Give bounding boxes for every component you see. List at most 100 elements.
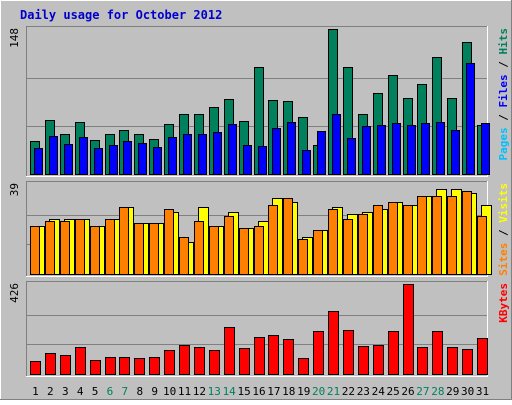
bar-files <box>123 141 132 175</box>
bar-files <box>302 150 311 175</box>
bar-sites <box>417 196 427 275</box>
y-axis-max-label: 426 <box>8 283 21 303</box>
bar-sites <box>239 228 249 275</box>
legend-entry: / <box>497 223 510 243</box>
bar-files <box>436 122 445 175</box>
bar-sites <box>60 221 70 275</box>
bar-files <box>347 138 356 175</box>
x-tick-label: 30 <box>461 385 474 398</box>
bar-sites <box>373 205 383 275</box>
x-tick-label: 12 <box>193 385 206 398</box>
bar-sites <box>209 226 219 275</box>
bar-files <box>332 114 341 175</box>
bar-kbytes <box>298 358 309 375</box>
bar-files <box>198 134 207 175</box>
bar-files <box>213 132 222 175</box>
bar-kbytes <box>60 355 71 375</box>
x-tick-label: 15 <box>237 385 250 398</box>
x-tick-label: 22 <box>342 385 355 398</box>
x-tick-label: 8 <box>136 385 143 398</box>
bar-files <box>34 148 43 175</box>
bar-kbytes <box>328 311 339 375</box>
bar-files <box>183 134 192 175</box>
bar-kbytes <box>373 345 384 375</box>
bar-kbytes <box>149 357 160 375</box>
bar-sites <box>462 191 472 275</box>
x-tick-label: 4 <box>77 385 84 398</box>
legend-entry: Pages <box>497 127 510 160</box>
bar-kbytes <box>179 345 190 375</box>
series-sites <box>30 191 487 275</box>
x-tick-label: 7 <box>122 385 129 398</box>
bar-kbytes <box>164 350 175 375</box>
x-tick-label: 3 <box>62 385 69 398</box>
bar-sites <box>343 219 353 275</box>
bar-files <box>392 123 401 175</box>
x-tick-label: 27 <box>416 385 429 398</box>
legend-entry: / <box>497 55 510 75</box>
legend-entry: Hits <box>497 28 510 55</box>
bar-files <box>451 130 460 175</box>
x-tick-label: 20 <box>312 385 325 398</box>
legend-entry: Visits <box>497 183 510 223</box>
bar-sites <box>224 216 234 275</box>
series-kbytes <box>30 284 488 375</box>
x-tick-label: 10 <box>163 385 176 398</box>
x-tick-label: 18 <box>282 385 295 398</box>
x-tick-label: 19 <box>297 385 310 398</box>
x-tick-label: 5 <box>92 385 99 398</box>
x-tick-label: 17 <box>267 385 280 398</box>
bar-kbytes <box>343 330 354 375</box>
bar-files <box>243 145 252 175</box>
bar-kbytes <box>75 347 86 375</box>
x-tick-label: 28 <box>431 385 444 398</box>
bar-sites <box>179 237 189 275</box>
bar-kbytes <box>239 348 250 375</box>
panel-visits-sites: 39 Sites / Visits <box>8 181 510 277</box>
bar-kbytes <box>403 284 414 375</box>
bar-files <box>258 146 267 175</box>
x-axis-day-labels: 1 2 3 4 5 6 7 8 9 10 11 12 13 14 15 16 17 18 19 20 21 22 23 24 2… <box>32 385 489 398</box>
bar-files <box>317 131 326 175</box>
bar-kbytes <box>119 357 130 375</box>
x-tick-label: 11 <box>178 385 191 398</box>
bar-kbytes <box>432 331 443 375</box>
bar-sites <box>283 198 293 275</box>
bar-files <box>272 128 281 175</box>
bar-kbytes <box>224 327 235 375</box>
bar-sites <box>313 230 323 275</box>
bar-sites <box>388 202 398 275</box>
bar-sites <box>90 226 100 275</box>
bar-files <box>79 137 88 175</box>
bar-kbytes <box>30 361 41 375</box>
chart-title: Daily usage for October 2012 <box>20 8 222 22</box>
legend-label: Pages / Files / Hits <box>497 28 510 161</box>
bar-files <box>287 122 296 175</box>
legend-label: Sites / Visits <box>497 183 510 276</box>
x-tick-label: 26 <box>401 385 414 398</box>
bar-sites <box>358 214 368 275</box>
bar-sites <box>45 221 55 275</box>
bar-kbytes <box>134 358 145 375</box>
x-tick-label: 21 <box>327 385 340 398</box>
bar-kbytes <box>194 347 205 375</box>
bar-kbytes <box>313 331 324 375</box>
panel-kbytes: 426 KBytes <box>8 281 510 377</box>
x-tick-label: 6 <box>107 385 114 398</box>
bar-files <box>94 148 103 175</box>
bar-files <box>481 123 490 175</box>
bar-sites <box>268 205 278 275</box>
legend-label: KBytes <box>497 283 510 323</box>
bar-sites <box>298 239 308 275</box>
bar-kbytes <box>462 349 473 375</box>
x-tick-label: 31 <box>476 385 489 398</box>
bar-sites <box>30 226 40 275</box>
bar-kbytes <box>388 331 399 375</box>
bar-sites <box>328 209 338 275</box>
bar-sites <box>194 221 204 275</box>
x-tick-label: 1 <box>32 385 39 398</box>
bar-kbytes <box>209 350 220 375</box>
bar-sites <box>119 207 129 275</box>
